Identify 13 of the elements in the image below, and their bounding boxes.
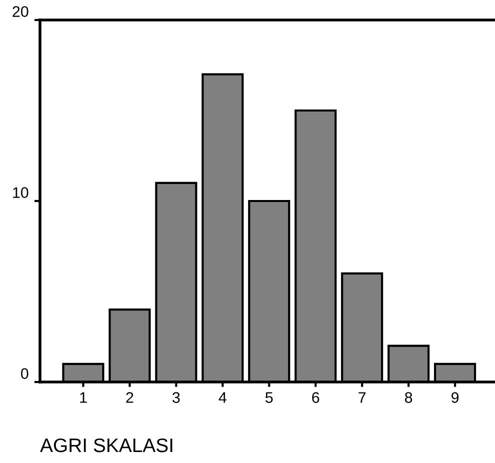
- x-tick-label: 6: [312, 392, 320, 403]
- x-tick-label: 2: [126, 392, 134, 403]
- x-axis-title: AGRI SKALASI: [40, 438, 172, 452]
- x-tick-label: 5: [265, 392, 273, 403]
- x-tick-label: 9: [452, 392, 459, 403]
- y-tick-label: 10: [13, 187, 28, 198]
- x-tick-label: 3: [172, 392, 180, 403]
- x-tick-label: 4: [218, 392, 226, 403]
- y-tick-label: 20: [12, 6, 28, 17]
- x-tick-label: 8: [404, 392, 412, 403]
- y-tick-label: 0: [20, 368, 28, 379]
- x-tick-label: 7: [358, 392, 366, 403]
- x-tick-label: 1: [80, 392, 87, 403]
